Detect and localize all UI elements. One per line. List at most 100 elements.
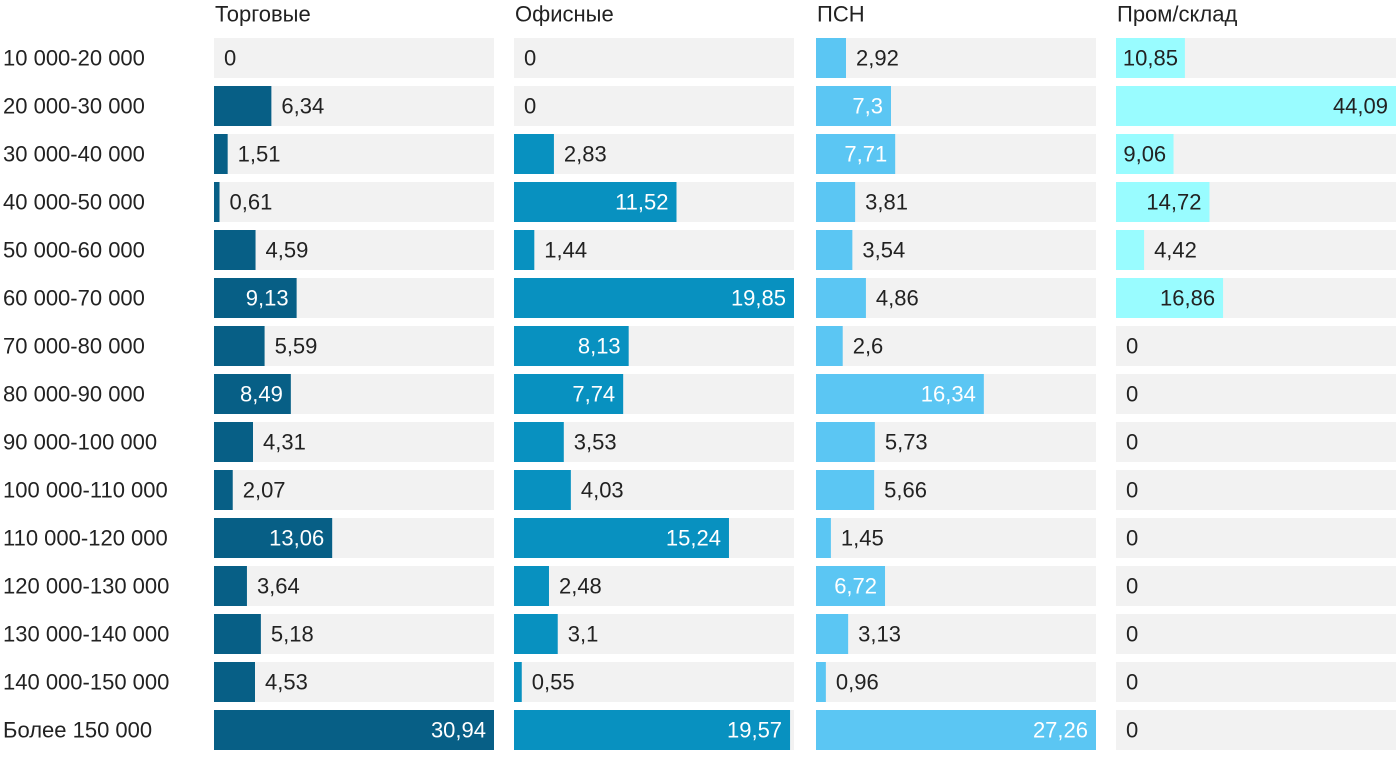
value-label: 6,72 — [834, 574, 877, 599]
bar — [816, 230, 853, 270]
bar-track — [816, 518, 1096, 558]
bar — [214, 662, 255, 702]
bar-track — [1116, 374, 1396, 414]
category-label: 60 000-70 000 — [3, 286, 145, 311]
bar-track — [214, 470, 494, 510]
value-label: 1,44 — [544, 238, 587, 263]
value-label: 4,42 — [1154, 238, 1197, 263]
bar — [514, 518, 729, 558]
bar — [214, 518, 333, 558]
bar — [816, 38, 846, 78]
bar — [214, 614, 261, 654]
bar — [514, 326, 629, 366]
bar — [214, 86, 272, 126]
bar — [816, 422, 875, 462]
bar — [816, 86, 891, 126]
value-label: 16,86 — [1160, 286, 1215, 311]
value-label: 0,61 — [230, 190, 273, 215]
value-label: 0 — [224, 46, 236, 71]
bar-track — [1116, 230, 1396, 270]
category-label: 130 000-140 000 — [3, 622, 169, 647]
value-label: 7,74 — [572, 382, 615, 407]
bar-track — [1116, 662, 1396, 702]
bar — [514, 614, 558, 654]
value-label: 7,71 — [844, 142, 887, 167]
bar — [816, 566, 886, 606]
bar — [816, 710, 1096, 750]
bar — [514, 182, 677, 222]
value-label: 4,53 — [265, 670, 308, 695]
bar-track — [816, 662, 1096, 702]
bar-track — [514, 614, 794, 654]
bar — [1116, 182, 1210, 222]
value-label: 0 — [524, 46, 536, 71]
category-label: 120 000-130 000 — [3, 574, 169, 599]
category-label: 90 000-100 000 — [3, 430, 157, 455]
bar-track — [214, 134, 494, 174]
value-label: 11,52 — [615, 190, 668, 215]
bar — [514, 374, 624, 414]
bar — [1116, 38, 1185, 78]
bar — [816, 470, 875, 510]
value-label: 5,59 — [275, 334, 318, 359]
value-label: 3,81 — [865, 190, 908, 215]
bar-track — [816, 326, 1096, 366]
value-label: 0 — [1126, 670, 1138, 695]
bar-track — [1116, 710, 1396, 750]
bar — [214, 422, 254, 462]
bar — [514, 566, 549, 606]
bar-track — [514, 662, 794, 702]
bar-track — [514, 38, 794, 78]
category-label: 110 000-120 000 — [3, 526, 168, 551]
series-header: ПСН — [817, 2, 865, 27]
value-label: 0,55 — [532, 670, 575, 695]
bar-track — [514, 86, 794, 126]
bar-track — [214, 566, 494, 606]
bar — [214, 230, 256, 270]
value-label: 0 — [1126, 622, 1138, 647]
bar — [214, 326, 265, 366]
bar-track — [1116, 518, 1396, 558]
value-label: 4,59 — [266, 238, 309, 263]
bar — [214, 470, 233, 510]
category-label: 20 000-30 000 — [3, 94, 145, 119]
value-label: 2,83 — [564, 142, 607, 167]
bar — [816, 662, 826, 702]
bar — [214, 134, 228, 174]
value-label: 30,94 — [431, 718, 486, 743]
value-label: 4,31 — [263, 430, 306, 455]
bar-track — [214, 38, 494, 78]
value-label: 3,1 — [568, 622, 599, 647]
bar — [1116, 134, 1174, 174]
value-label: 9,06 — [1123, 142, 1166, 167]
bar — [214, 710, 494, 750]
value-label: 14,72 — [1146, 190, 1201, 215]
bar — [514, 710, 791, 750]
bar — [816, 278, 866, 318]
value-label: 5,18 — [271, 622, 314, 647]
value-label: 8,49 — [240, 382, 283, 407]
bar — [1116, 230, 1145, 270]
bar-track — [1116, 470, 1396, 510]
value-label: 16,34 — [921, 382, 976, 407]
value-label: 0 — [1126, 718, 1138, 743]
value-label: 13,06 — [269, 526, 324, 551]
value-label: 19,57 — [727, 718, 782, 743]
bar-track — [816, 230, 1096, 270]
value-label: 0 — [524, 94, 536, 119]
value-label: 0,96 — [836, 670, 879, 695]
bar — [1116, 86, 1396, 126]
value-label: 1,45 — [841, 526, 884, 551]
value-label: 0 — [1126, 382, 1138, 407]
bar — [514, 134, 554, 174]
bar-track — [514, 134, 794, 174]
bar — [514, 470, 571, 510]
bar — [816, 374, 984, 414]
category-label: 70 000-80 000 — [3, 334, 145, 359]
value-label: 0 — [1126, 334, 1138, 359]
value-label: 3,54 — [862, 238, 905, 263]
bar-track — [214, 662, 494, 702]
bar — [816, 614, 849, 654]
bar — [816, 326, 843, 366]
